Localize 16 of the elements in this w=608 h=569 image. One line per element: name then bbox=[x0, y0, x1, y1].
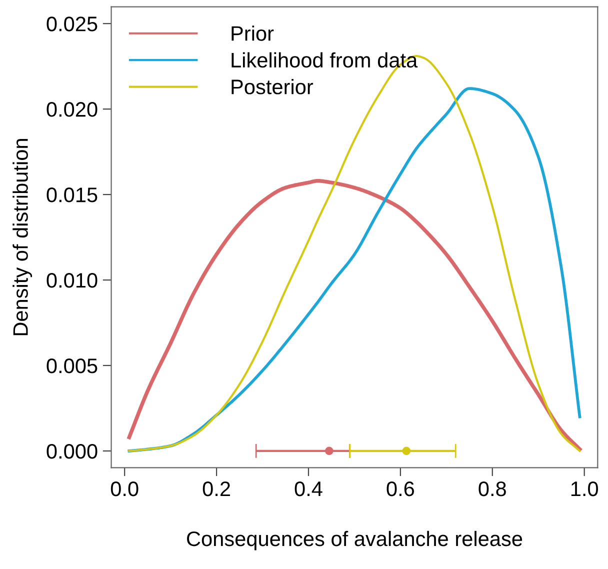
y-tick-label: 0.010 bbox=[46, 273, 98, 288]
y-axis-title: Density of distribution bbox=[12, 139, 32, 336]
legend-label: Prior bbox=[232, 26, 274, 41]
x-tick-label: 0.2 bbox=[202, 481, 230, 496]
y-tick-label: 0.015 bbox=[46, 188, 98, 202]
x-axis-title: Consequences of avalanche release bbox=[187, 530, 522, 550]
x-tick-label: 1.0 bbox=[571, 481, 598, 496]
x-tick-label: 0.4 bbox=[294, 481, 322, 496]
y-tick-label: 0.005 bbox=[46, 358, 98, 374]
y-tick-label: 0.020 bbox=[46, 102, 98, 117]
x-tick-label: 0.6 bbox=[386, 481, 414, 496]
x-tick-label: 0.8 bbox=[478, 481, 506, 496]
y-tick-label: 0.025 bbox=[46, 16, 98, 32]
y-tick-label: 0.000 bbox=[46, 444, 98, 459]
x-tick-label: 0.0 bbox=[110, 481, 138, 496]
legend-label: Posterior bbox=[232, 79, 314, 94]
